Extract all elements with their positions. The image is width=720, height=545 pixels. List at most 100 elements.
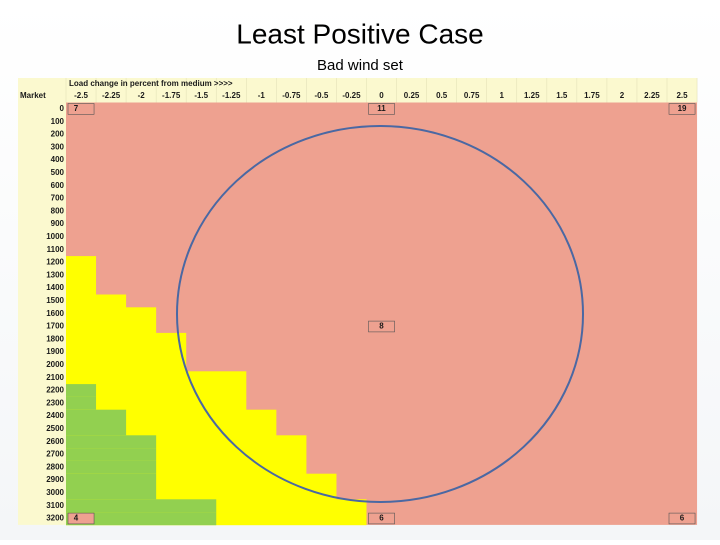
column-header: 1 xyxy=(499,91,504,100)
table-caption: Load change in percent from medium >>>> xyxy=(69,79,233,88)
slide-title: Least Positive Case xyxy=(236,18,483,49)
row-header: 2300 xyxy=(46,398,64,407)
column-header: 1.75 xyxy=(584,91,600,100)
column-header: 2.5 xyxy=(676,91,688,100)
row-header: 1400 xyxy=(46,283,64,292)
row-header: 2900 xyxy=(46,475,64,484)
yellow-cells xyxy=(66,268,97,282)
row-header: 500 xyxy=(51,168,65,177)
spreadsheet: Load change in percent from medium >>>> M… xyxy=(18,78,698,526)
row-header: 2000 xyxy=(46,360,64,369)
column-header: 0.75 xyxy=(464,91,480,100)
yellow-cells xyxy=(66,281,97,295)
cell-box xyxy=(368,512,395,525)
row-header: 2700 xyxy=(46,450,64,459)
column-header: -1 xyxy=(258,91,266,100)
row-header: 200 xyxy=(51,130,65,139)
row-header: 700 xyxy=(51,194,65,203)
column-header: -2 xyxy=(138,91,146,100)
cell-label: 11 xyxy=(377,104,386,113)
column-header: 1.5 xyxy=(556,91,568,100)
column-header: -0.75 xyxy=(282,91,301,100)
cell-box xyxy=(668,512,696,525)
row-header: 1700 xyxy=(46,322,64,331)
green-cells xyxy=(66,396,97,410)
green-cells xyxy=(66,512,217,526)
column-header: -1.5 xyxy=(194,91,208,100)
highlight-circle xyxy=(176,125,584,503)
yellow-cells xyxy=(66,256,97,270)
row-header: 2500 xyxy=(46,424,64,433)
column-header: -2.25 xyxy=(102,91,121,100)
slide-subtitle: Bad wind set xyxy=(317,57,404,74)
green-cells xyxy=(66,435,157,449)
row-header: 600 xyxy=(51,181,65,190)
row-header-label: Market xyxy=(20,91,46,100)
column-header: -1.75 xyxy=(162,91,181,100)
column-header: 0 xyxy=(379,91,384,100)
green-cells xyxy=(66,422,127,436)
yellow-cells xyxy=(66,396,247,410)
column-header: -2.5 xyxy=(74,91,88,100)
row-header: 1900 xyxy=(46,347,64,356)
yellow-cells xyxy=(66,371,247,385)
cell-label: 8 xyxy=(379,322,384,331)
row-header: 800 xyxy=(51,206,65,215)
cell-box xyxy=(67,512,95,525)
column-header: 2.25 xyxy=(644,91,660,100)
row-header: 2100 xyxy=(46,373,64,382)
column-header: 0.25 xyxy=(404,91,420,100)
row-header: 3100 xyxy=(46,501,64,510)
row-header: 1800 xyxy=(46,334,64,343)
row-header: 2400 xyxy=(46,411,64,420)
yellow-cells xyxy=(66,384,247,398)
row-header: 300 xyxy=(51,142,65,151)
row-header: 3200 xyxy=(46,514,64,523)
yellow-cells xyxy=(66,332,187,346)
cell-label: 7 xyxy=(74,104,79,113)
cell-labels: 7 11 19 8 4 6 6 xyxy=(67,103,696,525)
row-header: 2800 xyxy=(46,462,64,471)
row-header: 100 xyxy=(51,117,65,126)
row-header: 1600 xyxy=(46,309,64,318)
green-cells xyxy=(66,448,157,462)
yellow-cells xyxy=(66,307,157,321)
cell-box xyxy=(67,103,95,115)
column-header: 2 xyxy=(620,91,625,100)
column-header: -0.25 xyxy=(342,91,361,100)
row-header: 2200 xyxy=(46,386,64,395)
cell-label: 4 xyxy=(74,514,79,523)
row-header: 2600 xyxy=(46,437,64,446)
row-header: 0 xyxy=(60,104,65,113)
green-cells xyxy=(66,409,127,423)
column-header: 0.5 xyxy=(436,91,448,100)
column-header: 1.25 xyxy=(524,91,540,100)
green-cells xyxy=(66,473,157,487)
row-header: 1000 xyxy=(46,232,64,241)
column-header: -1.25 xyxy=(222,91,241,100)
cell-label: 6 xyxy=(680,514,685,523)
row-header: 1200 xyxy=(46,258,64,267)
header-band xyxy=(18,78,698,103)
yellow-cells xyxy=(66,320,157,334)
yellow-cells xyxy=(66,358,187,372)
row-header: 900 xyxy=(51,219,65,228)
cell-box xyxy=(368,320,395,333)
column-header: -0.5 xyxy=(315,91,329,100)
row-header-band xyxy=(18,102,66,525)
row-header: 1100 xyxy=(47,245,65,254)
green-cells xyxy=(66,384,97,398)
green-cells xyxy=(66,486,157,500)
row-header: 1500 xyxy=(46,296,64,305)
cell-box xyxy=(668,103,696,115)
cell-label: 19 xyxy=(678,104,687,113)
yellow-cells xyxy=(66,294,127,308)
green-cells xyxy=(66,460,157,474)
yellow-cells xyxy=(66,345,187,359)
row-header: 1300 xyxy=(46,270,64,279)
row-header: 3000 xyxy=(46,488,64,497)
row-header: 400 xyxy=(51,155,65,164)
cell-label: 6 xyxy=(379,514,384,523)
green-cells xyxy=(66,499,217,513)
